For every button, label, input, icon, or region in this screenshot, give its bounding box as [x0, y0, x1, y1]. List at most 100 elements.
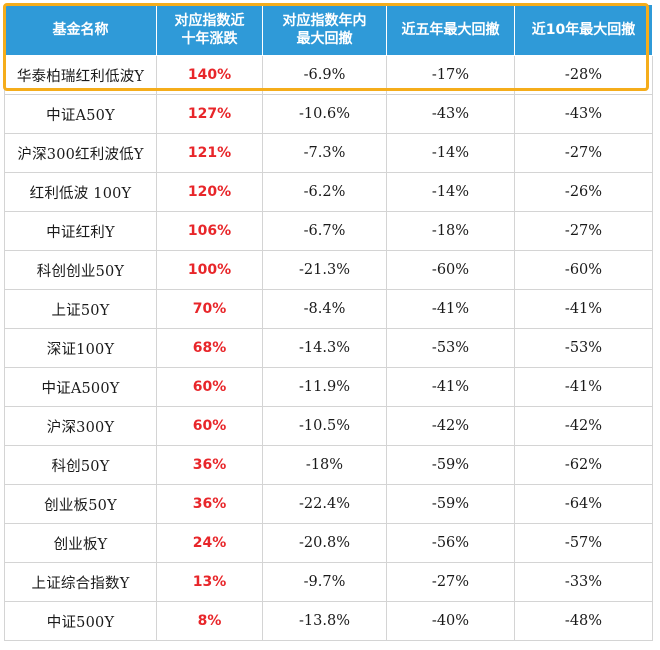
- table-row: 中证A50Y 127% -10.6% -43% -43%: [4, 94, 653, 134]
- ten-year-max-drawdown-cell: -64%: [514, 484, 653, 524]
- ten-year-max-drawdown-cell: -33%: [514, 562, 653, 602]
- ten-year-max-drawdown-cell: -62%: [514, 445, 653, 485]
- ytd-max-drawdown-cell: -6.7%: [262, 211, 387, 251]
- table-row: 创业板50Y 36% -22.4% -59% -64%: [4, 484, 653, 524]
- ytd-max-drawdown-cell: -8.4%: [262, 289, 387, 329]
- ytd-max-drawdown-cell: -6.2%: [262, 172, 387, 212]
- table-row: 创业板Y 24% -20.8% -56% -57%: [4, 523, 653, 563]
- table-row: 沪深300Y 60% -10.5% -42% -42%: [4, 406, 653, 446]
- header-ytd-max-drawdown: 对应指数年内 最大回撤: [262, 4, 387, 56]
- ten-year-change-cell: 60%: [156, 367, 263, 407]
- ten-year-max-drawdown-cell: -43%: [514, 94, 653, 134]
- table-row: 科创50Y 36% -18% -59% -62%: [4, 445, 653, 485]
- ytd-max-drawdown-cell: -10.5%: [262, 406, 387, 446]
- ten-year-max-drawdown-cell: -27%: [514, 211, 653, 251]
- fund-name-cell: 中证A500Y: [4, 367, 157, 407]
- table-row: 上证50Y 70% -8.4% -41% -41%: [4, 289, 653, 329]
- fund-name-cell: 中证红利Y: [4, 211, 157, 251]
- ten-year-max-drawdown-cell: -53%: [514, 328, 653, 368]
- five-year-max-drawdown-cell: -42%: [386, 406, 515, 446]
- five-year-max-drawdown-cell: -17%: [386, 55, 515, 95]
- ten-year-change-cell: 13%: [156, 562, 263, 602]
- five-year-max-drawdown-cell: -40%: [386, 601, 515, 641]
- fund-name-cell: 科创50Y: [4, 445, 157, 485]
- table-row: 中证500Y 8% -13.8% -40% -48%: [4, 601, 653, 641]
- ten-year-change-cell: 68%: [156, 328, 263, 368]
- header-ten-year-max-drawdown: 近10年最大回撤: [514, 4, 653, 56]
- five-year-max-drawdown-cell: -14%: [386, 133, 515, 173]
- ten-year-change-cell: 120%: [156, 172, 263, 212]
- ytd-max-drawdown-cell: -18%: [262, 445, 387, 485]
- ten-year-max-drawdown-cell: -27%: [514, 133, 653, 173]
- table-row: 中证红利Y 106% -6.7% -18% -27%: [4, 211, 653, 251]
- ytd-max-drawdown-cell: -9.7%: [262, 562, 387, 602]
- five-year-max-drawdown-cell: -59%: [386, 445, 515, 485]
- fund-name-cell: 中证500Y: [4, 601, 157, 641]
- fund-name-cell: 华泰柏瑞红利低波Y: [4, 55, 157, 95]
- ten-year-max-drawdown-cell: -26%: [514, 172, 653, 212]
- fund-name-cell: 深证100Y: [4, 328, 157, 368]
- table-row: 上证综合指数Y 13% -9.7% -27% -33%: [4, 562, 653, 602]
- fund-name-cell: 中证A50Y: [4, 94, 157, 134]
- header-ten-year-change: 对应指数近 十年涨跌: [156, 4, 263, 56]
- ten-year-change-cell: 60%: [156, 406, 263, 446]
- ten-year-max-drawdown-cell: -42%: [514, 406, 653, 446]
- ten-year-max-drawdown-cell: -48%: [514, 601, 653, 641]
- ten-year-max-drawdown-cell: -28%: [514, 55, 653, 95]
- five-year-max-drawdown-cell: -14%: [386, 172, 515, 212]
- fund-name-cell: 沪深300Y: [4, 406, 157, 446]
- table-row: 华泰柏瑞红利低波Y 140% -6.9% -17% -28%: [4, 55, 653, 95]
- header-ten-year-max-drawdown-label: 近10年最大回撤: [531, 22, 636, 38]
- ten-year-change-cell: 127%: [156, 94, 263, 134]
- header-ten-year-change-label: 对应指数近 十年涨跌: [174, 13, 245, 47]
- fund-name-cell: 创业板50Y: [4, 484, 157, 524]
- ten-year-change-cell: 36%: [156, 484, 263, 524]
- ytd-max-drawdown-cell: -6.9%: [262, 55, 387, 95]
- ten-year-change-cell: 100%: [156, 250, 263, 290]
- ytd-max-drawdown-cell: -13.8%: [262, 601, 387, 641]
- ten-year-change-cell: 106%: [156, 211, 263, 251]
- ten-year-change-cell: 36%: [156, 445, 263, 485]
- fund-name-cell: 上证50Y: [4, 289, 157, 329]
- fund-name-cell: 创业板Y: [4, 523, 157, 563]
- table-row: 红利低波 100Y 120% -6.2% -14% -26%: [4, 172, 653, 212]
- five-year-max-drawdown-cell: -41%: [386, 289, 515, 329]
- header-fund-name: 基金名称: [4, 4, 157, 56]
- five-year-max-drawdown-cell: -43%: [386, 94, 515, 134]
- table-row: 科创创业50Y 100% -21.3% -60% -60%: [4, 250, 653, 290]
- ytd-max-drawdown-cell: -21.3%: [262, 250, 387, 290]
- five-year-max-drawdown-cell: -53%: [386, 328, 515, 368]
- five-year-max-drawdown-cell: -41%: [386, 367, 515, 407]
- ten-year-change-cell: 121%: [156, 133, 263, 173]
- ten-year-change-cell: 24%: [156, 523, 263, 563]
- ytd-max-drawdown-cell: -20.8%: [262, 523, 387, 563]
- five-year-max-drawdown-cell: -27%: [386, 562, 515, 602]
- five-year-max-drawdown-cell: -18%: [386, 211, 515, 251]
- header-ytd-max-drawdown-label: 对应指数年内 最大回撤: [282, 13, 367, 47]
- ten-year-max-drawdown-cell: -60%: [514, 250, 653, 290]
- ten-year-change-cell: 140%: [156, 55, 263, 95]
- header-five-year-max-drawdown-label: 近五年最大回撤: [401, 22, 500, 38]
- header-five-year-max-drawdown: 近五年最大回撤: [386, 4, 515, 56]
- five-year-max-drawdown-cell: -59%: [386, 484, 515, 524]
- table-body: 华泰柏瑞红利低波Y 140% -6.9% -17% -28% 中证A50Y 127% -10.…: [4, 55, 653, 641]
- ten-year-max-drawdown-cell: -57%: [514, 523, 653, 563]
- five-year-max-drawdown-cell: -56%: [386, 523, 515, 563]
- ten-year-change-cell: 8%: [156, 601, 263, 641]
- five-year-max-drawdown-cell: -60%: [386, 250, 515, 290]
- ytd-max-drawdown-cell: -14.3%: [262, 328, 387, 368]
- table-row: 沪深300红利波低Y 121% -7.3% -14% -27%: [4, 133, 653, 173]
- header-row: 基金名称 对应指数近 十年涨跌 对应指数年内 最大回撤 近五年最大回撤 近10年最大…: [4, 4, 653, 56]
- ytd-max-drawdown-cell: -11.9%: [262, 367, 387, 407]
- ten-year-change-cell: 70%: [156, 289, 263, 329]
- fund-name-cell: 上证综合指数Y: [4, 562, 157, 602]
- header-fund-name-label: 基金名称: [52, 22, 109, 38]
- fund-name-cell: 沪深300红利波低Y: [4, 133, 157, 173]
- ten-year-max-drawdown-cell: -41%: [514, 289, 653, 329]
- ytd-max-drawdown-cell: -22.4%: [262, 484, 387, 524]
- ten-year-max-drawdown-cell: -41%: [514, 367, 653, 407]
- table-header: 基金名称 对应指数近 十年涨跌 对应指数年内 最大回撤 近五年最大回撤 近10年最大…: [4, 4, 653, 56]
- fund-name-cell: 红利低波 100Y: [4, 172, 157, 212]
- fund-name-cell: 科创创业50Y: [4, 250, 157, 290]
- ytd-max-drawdown-cell: -10.6%: [262, 94, 387, 134]
